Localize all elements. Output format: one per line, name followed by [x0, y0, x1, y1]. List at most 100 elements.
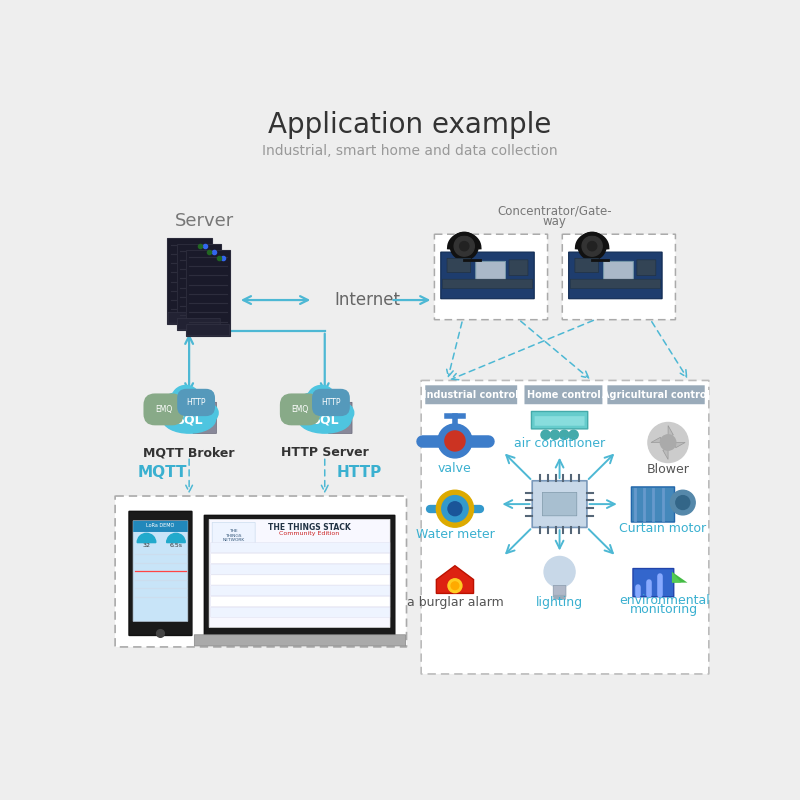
Circle shape	[298, 394, 322, 417]
Circle shape	[450, 232, 478, 260]
FancyBboxPatch shape	[210, 542, 390, 553]
Text: environmental: environmental	[619, 594, 710, 607]
Text: Application example: Application example	[268, 111, 552, 139]
Circle shape	[676, 496, 690, 510]
Text: SQL: SQL	[311, 414, 338, 426]
Text: Internet: Internet	[334, 291, 400, 309]
FancyBboxPatch shape	[532, 481, 587, 527]
Text: EMQ: EMQ	[291, 405, 309, 414]
Text: a burglar alarm: a burglar alarm	[406, 596, 503, 609]
FancyBboxPatch shape	[434, 234, 547, 320]
FancyBboxPatch shape	[186, 250, 230, 336]
FancyBboxPatch shape	[210, 554, 390, 563]
Text: valve: valve	[438, 462, 472, 474]
FancyBboxPatch shape	[607, 386, 705, 404]
FancyBboxPatch shape	[509, 260, 528, 275]
Circle shape	[307, 386, 336, 414]
FancyBboxPatch shape	[442, 279, 533, 289]
Polygon shape	[436, 566, 474, 594]
FancyBboxPatch shape	[476, 262, 506, 283]
Circle shape	[454, 236, 474, 256]
Text: HTTP: HTTP	[186, 398, 206, 407]
Polygon shape	[668, 426, 674, 436]
FancyBboxPatch shape	[210, 564, 390, 574]
FancyBboxPatch shape	[167, 238, 211, 324]
Polygon shape	[674, 442, 685, 448]
Circle shape	[335, 404, 354, 422]
Text: Water meter: Water meter	[415, 528, 494, 541]
FancyBboxPatch shape	[129, 511, 192, 635]
FancyBboxPatch shape	[193, 402, 217, 434]
Wedge shape	[166, 534, 186, 542]
FancyBboxPatch shape	[177, 244, 221, 330]
Circle shape	[587, 242, 597, 250]
Circle shape	[187, 393, 210, 415]
FancyBboxPatch shape	[210, 597, 390, 606]
Ellipse shape	[162, 406, 215, 433]
FancyBboxPatch shape	[542, 492, 577, 516]
Text: 32: 32	[142, 542, 150, 547]
Text: Community Edition: Community Edition	[279, 531, 339, 536]
FancyBboxPatch shape	[570, 279, 661, 289]
Text: air conditioner: air conditioner	[514, 437, 605, 450]
Circle shape	[670, 490, 695, 515]
FancyBboxPatch shape	[204, 515, 395, 635]
Polygon shape	[663, 449, 668, 459]
Polygon shape	[651, 438, 662, 442]
Text: LoRa DEMO: LoRa DEMO	[146, 523, 174, 528]
FancyBboxPatch shape	[168, 312, 211, 323]
Circle shape	[451, 582, 459, 590]
Polygon shape	[672, 572, 687, 582]
FancyBboxPatch shape	[186, 325, 230, 335]
Text: Server: Server	[175, 212, 234, 230]
Circle shape	[292, 403, 310, 422]
Text: lighting: lighting	[536, 596, 583, 609]
FancyBboxPatch shape	[447, 258, 470, 273]
Circle shape	[445, 431, 465, 451]
Circle shape	[171, 386, 200, 414]
Text: 6.5s: 6.5s	[170, 542, 182, 547]
Circle shape	[582, 236, 602, 256]
Text: way: way	[543, 215, 567, 228]
Text: Industrial, smart home and data collection: Industrial, smart home and data collecti…	[262, 145, 558, 158]
Circle shape	[569, 430, 578, 439]
Text: Curtain motor: Curtain motor	[619, 522, 706, 535]
Circle shape	[162, 394, 186, 417]
FancyBboxPatch shape	[133, 521, 188, 532]
Circle shape	[436, 490, 474, 527]
Circle shape	[448, 578, 462, 593]
Wedge shape	[138, 534, 156, 542]
Circle shape	[156, 403, 174, 422]
FancyBboxPatch shape	[194, 634, 406, 646]
FancyBboxPatch shape	[210, 607, 390, 618]
Circle shape	[200, 404, 218, 422]
Polygon shape	[672, 572, 682, 582]
FancyBboxPatch shape	[212, 522, 255, 550]
FancyBboxPatch shape	[426, 386, 517, 404]
Circle shape	[157, 630, 164, 638]
Text: MQTT Broker: MQTT Broker	[143, 446, 235, 459]
Text: Concentrator/Gate-: Concentrator/Gate-	[498, 205, 612, 218]
Circle shape	[648, 422, 688, 462]
Text: EMQ: EMQ	[155, 405, 172, 414]
Circle shape	[442, 496, 468, 522]
FancyBboxPatch shape	[554, 586, 566, 597]
FancyBboxPatch shape	[115, 496, 406, 647]
Ellipse shape	[298, 406, 351, 433]
FancyBboxPatch shape	[329, 402, 352, 434]
Circle shape	[438, 424, 472, 458]
FancyBboxPatch shape	[575, 258, 598, 273]
Circle shape	[541, 430, 550, 439]
FancyBboxPatch shape	[133, 521, 188, 622]
Text: MQTT: MQTT	[138, 465, 186, 480]
FancyBboxPatch shape	[631, 487, 674, 522]
Circle shape	[578, 232, 606, 260]
Text: SQL: SQL	[175, 414, 203, 426]
FancyBboxPatch shape	[441, 252, 534, 298]
FancyBboxPatch shape	[637, 260, 656, 275]
Text: Agricultural control: Agricultural control	[602, 390, 710, 400]
Text: HTTP Server: HTTP Server	[281, 446, 369, 459]
Text: Home control: Home control	[526, 390, 600, 400]
FancyBboxPatch shape	[569, 252, 662, 298]
FancyBboxPatch shape	[209, 519, 390, 627]
